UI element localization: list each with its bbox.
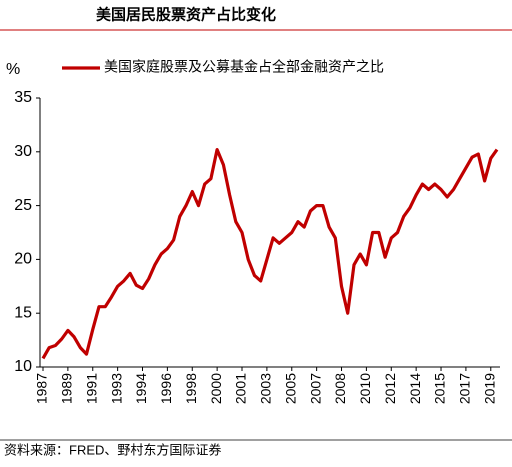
y-axis-label: % — [6, 61, 20, 78]
x-tick-label: 2012 — [382, 373, 398, 404]
x-tick-label: 1991 — [83, 373, 99, 404]
x-tick-label: 2005 — [282, 373, 298, 404]
x-tick-label: 2008 — [332, 373, 348, 404]
x-tick-label: 2019 — [481, 373, 497, 404]
x-tick-label: 2000 — [208, 373, 224, 404]
legend-label: 美国家庭股票及公募基金占全部金融资产之比 — [104, 59, 384, 75]
x-tick-label: 2007 — [307, 373, 323, 404]
x-tick-label: 1994 — [133, 373, 149, 404]
line-series — [41, 148, 499, 360]
x-tick-label: 1987 — [34, 373, 50, 404]
x-tick-label: 2003 — [258, 373, 274, 404]
x-tick-label: 1998 — [183, 373, 199, 404]
x-tick-label: 2001 — [233, 373, 249, 404]
y-tick-label: 15 — [14, 304, 32, 321]
x-tick-label: 2015 — [432, 373, 448, 404]
y-tick-label: 25 — [14, 197, 32, 214]
x-tick-label: 2017 — [457, 373, 473, 404]
x-tick-label: 1989 — [59, 373, 75, 404]
y-tick-label: 35 — [14, 89, 32, 106]
source: 资料来源：FRED、野村东方国际证券 — [4, 442, 221, 457]
chart-title: 美国居民股票资产占比变化 — [96, 5, 276, 23]
y-tick-label: 20 — [14, 251, 32, 268]
x-tick-label: 1993 — [108, 373, 124, 404]
x-tick-label: 2014 — [407, 373, 423, 404]
y-tick-label: 30 — [14, 143, 32, 160]
y-tick-label: 10 — [14, 358, 32, 375]
x-tick-label: 1996 — [158, 373, 174, 404]
x-tick-label: 2010 — [357, 373, 373, 404]
